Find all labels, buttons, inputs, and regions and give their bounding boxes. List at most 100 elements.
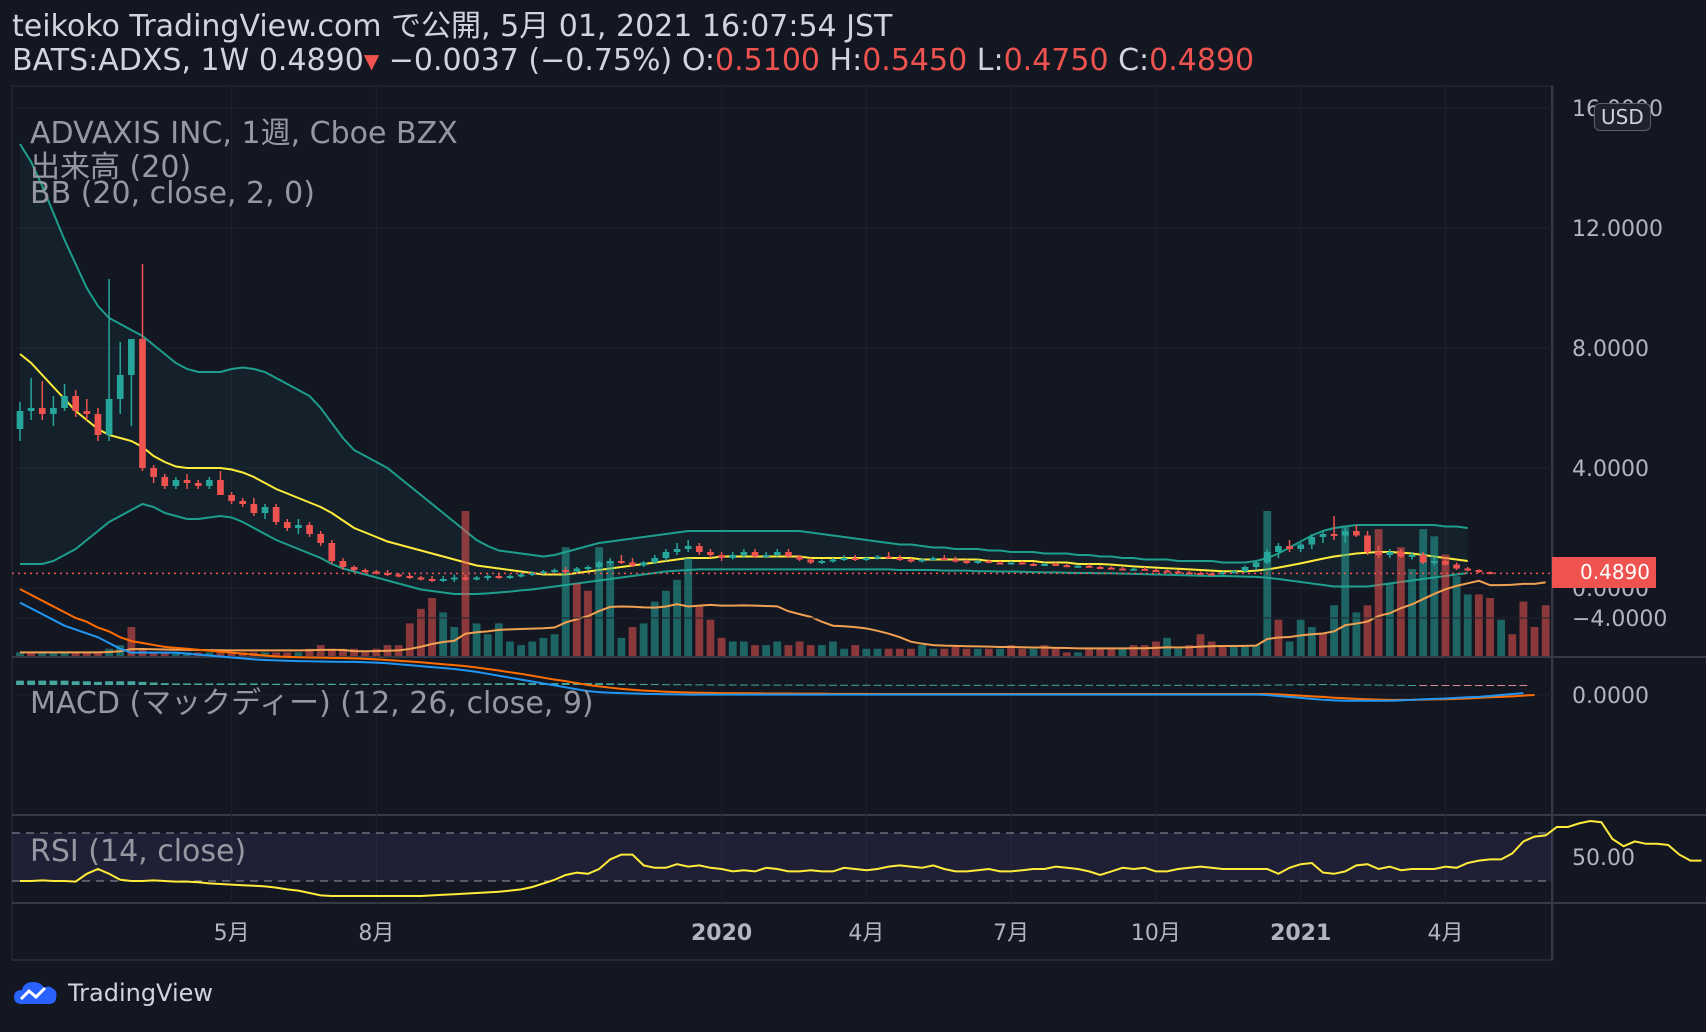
volume-bar — [1085, 648, 1093, 656]
volume-bar — [82, 652, 91, 656]
volume-bar — [1062, 652, 1071, 656]
ohlc-line: BATS:ADXS, 1W 0.4890▼ −0.0037 (−0.75%) O… — [12, 44, 1254, 78]
candle-body — [1007, 562, 1015, 565]
candle-body — [1174, 571, 1182, 574]
candle-body — [863, 558, 870, 560]
macd-histogram-bar — [1140, 684, 1149, 686]
macd-histogram-bar — [606, 683, 615, 685]
candle-body — [150, 468, 157, 477]
volume-bar — [494, 623, 503, 656]
volume-bar — [216, 652, 225, 656]
macd-histogram-bar — [60, 680, 69, 685]
macd-histogram-bar — [918, 684, 926, 686]
macd-histogram-bar — [417, 683, 425, 685]
volume-bar — [472, 623, 481, 656]
macd-histogram-bar — [929, 684, 938, 686]
x-tick-label: 10月 — [1131, 921, 1181, 946]
volume-bar — [1497, 619, 1506, 656]
publish-line: teikoko TradingView.com で公開, 5月 01, 2021… — [12, 9, 893, 44]
volume-bar — [1441, 554, 1450, 656]
volume-bar — [1408, 569, 1416, 656]
macd-histogram-bar — [506, 683, 514, 685]
macd-histogram-bar — [1374, 684, 1383, 686]
down-arrow-icon: ▼ — [363, 49, 380, 73]
macd-histogram-bar — [249, 683, 258, 685]
candle-body — [996, 562, 1004, 565]
macd-histogram-bar — [1363, 684, 1372, 686]
candle-body — [929, 558, 937, 560]
volume-bar — [1430, 536, 1439, 656]
candle-body — [1353, 531, 1360, 536]
volume-ma-line — [20, 579, 1546, 654]
candle-body — [1442, 561, 1449, 565]
candle-body — [985, 561, 993, 563]
candle-body — [974, 561, 982, 563]
volume-bar — [1541, 605, 1550, 656]
macd-histogram-bar — [1196, 684, 1205, 686]
volume-bar — [261, 652, 269, 656]
volume-bar — [1029, 648, 1038, 656]
volume-bar — [27, 652, 36, 656]
x-tick-label: 2020 — [691, 921, 752, 946]
candle-body — [361, 570, 369, 572]
volume-bar — [739, 641, 748, 656]
volume-bar — [1051, 648, 1060, 656]
candle-body — [707, 552, 714, 555]
candle-body — [339, 561, 347, 567]
volume-bar — [149, 652, 158, 656]
volume-bar — [962, 648, 971, 656]
high-label: H: — [829, 43, 863, 78]
volume-bar — [1285, 641, 1294, 656]
candle-body — [1397, 552, 1405, 557]
bb-fill — [20, 144, 1468, 594]
candle-body — [1341, 531, 1349, 536]
candle-body — [718, 555, 725, 558]
macd-histogram-bar — [706, 684, 715, 686]
macd-histogram-bar — [105, 681, 113, 685]
x-tick-label: 5月 — [214, 921, 250, 946]
volume-legend[interactable]: 出来高 (20) — [30, 150, 192, 185]
macd-histogram-bar — [1040, 684, 1049, 686]
volume-bar — [1252, 645, 1261, 656]
macd-histogram-bar — [27, 680, 36, 685]
volume-bar — [1018, 648, 1027, 656]
volume-bar — [795, 641, 804, 656]
bb-legend[interactable]: BB (20, close, 2, 0) — [30, 176, 315, 211]
candle-body — [105, 399, 113, 435]
currency-badge[interactable]: USD — [1594, 103, 1651, 131]
candle-body — [272, 507, 280, 522]
candle-body — [640, 562, 647, 566]
macd-histogram-bar — [1074, 684, 1082, 686]
macd-histogram-bar — [728, 684, 737, 686]
macd-histogram-bar — [1207, 684, 1216, 686]
candle-body — [606, 561, 614, 563]
volume-bar — [773, 641, 782, 656]
macd-histogram-bar — [71, 681, 80, 685]
volume-bar — [1129, 645, 1138, 656]
macd-histogram-bar — [1285, 684, 1294, 686]
candle-body — [295, 525, 302, 528]
volume-bar — [1196, 634, 1205, 656]
main-series-legend[interactable]: ADVAXIS INC, 1週, Cboe BZX — [30, 116, 458, 151]
volume-bar — [695, 605, 704, 656]
candle-body — [462, 577, 469, 580]
rsi-legend[interactable]: RSI (14, close) — [30, 834, 247, 869]
volume-bar — [1040, 645, 1049, 656]
volume-bar — [784, 645, 793, 656]
macd-histogram-bar — [1508, 685, 1517, 686]
candle-body — [1275, 546, 1282, 552]
volume-bar — [49, 652, 58, 656]
volume-bar — [895, 648, 904, 656]
x-tick-label: 8月 — [358, 921, 394, 946]
volume-bar — [1307, 627, 1316, 656]
candle-body — [595, 562, 603, 567]
macd-histogram-bar — [16, 680, 24, 685]
macd-histogram-bar — [1319, 684, 1327, 686]
candle-body — [373, 571, 380, 574]
macd-histogram-bar — [1152, 684, 1160, 686]
volume-bar — [706, 619, 715, 656]
macd-histogram-bar — [1430, 685, 1439, 686]
footer[interactable]: TradingView — [12, 978, 213, 1008]
macd-legend[interactable]: MACD (マックディー) (12, 26, close, 9) — [30, 686, 594, 721]
